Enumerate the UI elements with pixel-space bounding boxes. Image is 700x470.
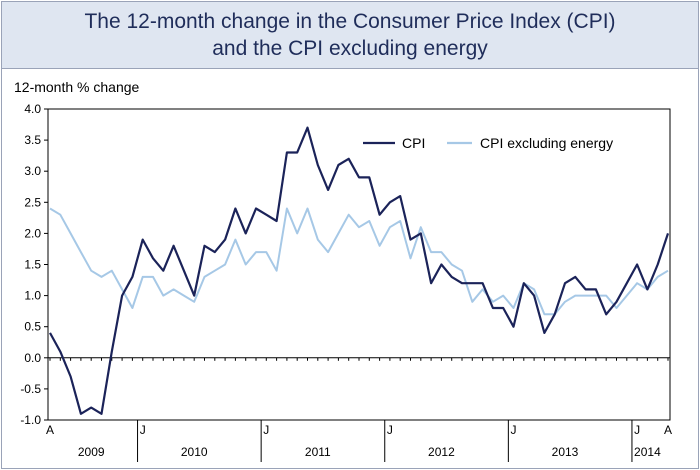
- y-tick-label: 0.5: [24, 320, 41, 334]
- legend-label: CPI: [402, 135, 425, 151]
- title-bar: The 12-month change in the Consumer Pric…: [2, 2, 698, 69]
- x-tick-label: J: [634, 423, 640, 437]
- x-year-label: 2012: [428, 445, 455, 459]
- legend: CPI CPI excluding energy: [363, 135, 613, 151]
- x-year-label: 2014: [634, 445, 661, 459]
- chart-title-line-2: and the CPI excluding energy: [212, 37, 488, 60]
- x-year-label: 2013: [552, 445, 579, 459]
- y-tick-label: 2.0: [24, 226, 41, 240]
- x-year-label: 2009: [78, 445, 105, 459]
- x-tick-label: J: [387, 423, 393, 437]
- y-tick-label: 2.5: [24, 195, 41, 209]
- y-tick-label: -1.0: [20, 413, 41, 427]
- y-tick-label: 1.0: [24, 289, 41, 303]
- series-line-cpi-excluding-energy: [49, 207, 669, 316]
- y-tick-label: 3.5: [24, 133, 41, 147]
- x-year-label: 2010: [181, 445, 208, 459]
- y-tick-label: -0.5: [20, 382, 41, 396]
- y-tick-label: 1.5: [24, 258, 41, 272]
- x-tick-label: J: [511, 423, 517, 437]
- x-tick-label: A: [664, 423, 672, 437]
- y-tick-label: 4.0: [24, 102, 41, 116]
- y-tick-label: 0.0: [24, 351, 41, 365]
- x-tick-label: J: [263, 423, 269, 437]
- plot-area: 4.0 3.5 3.0 2.5 2.0 1.5 1.0 0.5 0.0 -0.5 -1.0 A J J J J…: [20, 102, 672, 462]
- x-tick-label: A: [46, 423, 54, 437]
- legend-label: CPI excluding energy: [480, 135, 613, 151]
- y-axis-label: 12-month % change: [14, 79, 140, 95]
- y-tick-label: 3.0: [24, 164, 41, 178]
- plot-border: [47, 108, 671, 421]
- chart-title-line-1: The 12-month change in the Consumer Pric…: [84, 10, 616, 33]
- x-tick-label: J: [140, 423, 146, 437]
- series-line-cpi: [49, 126, 670, 415]
- x-year-label: 2011: [305, 445, 331, 459]
